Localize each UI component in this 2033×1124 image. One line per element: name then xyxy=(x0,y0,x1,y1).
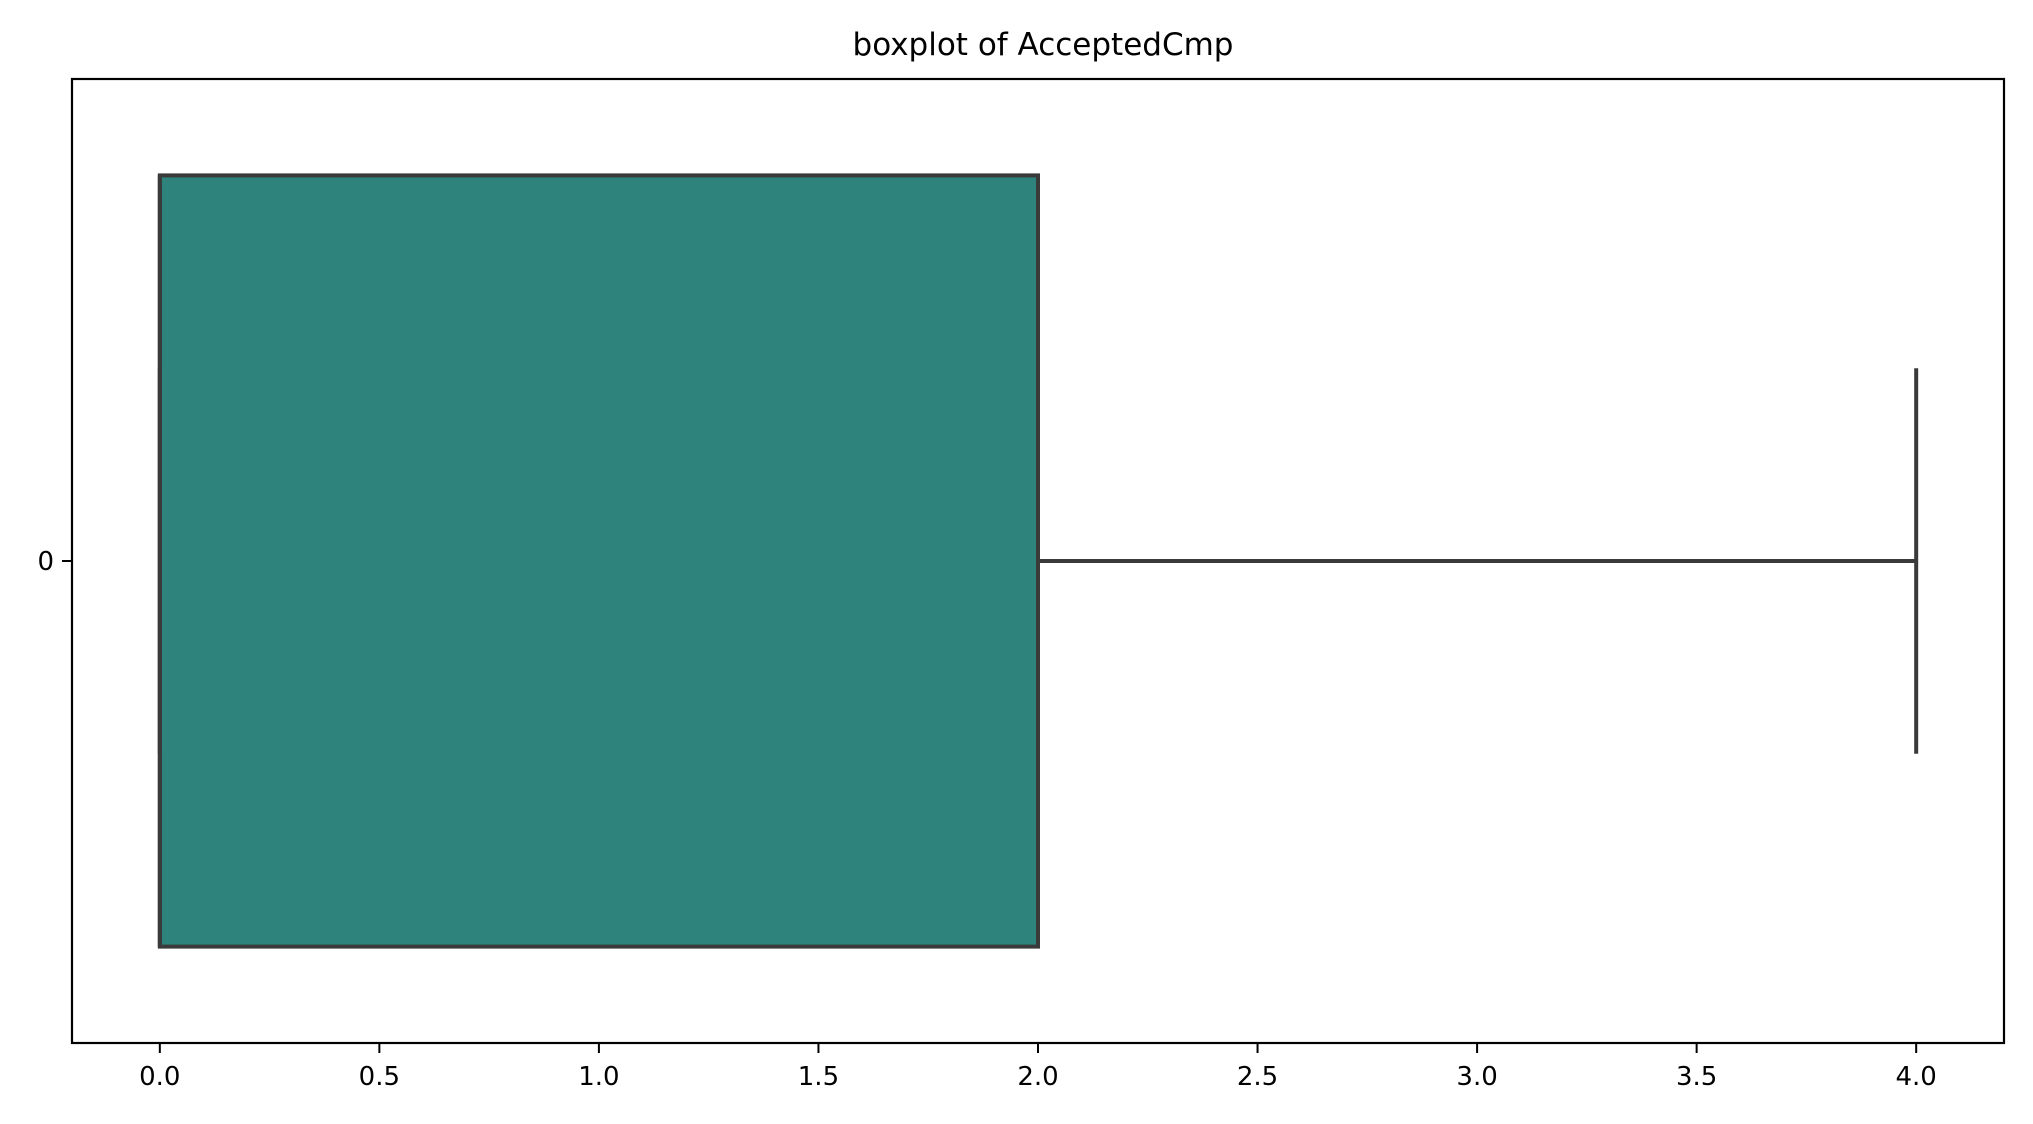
x-tick-label: 1.0 xyxy=(578,1062,619,1092)
x-tick-label: 1.5 xyxy=(798,1062,839,1092)
x-tick-label: 4.0 xyxy=(1896,1062,1937,1092)
y-axis: 0 xyxy=(37,547,72,577)
plot-area xyxy=(157,173,1919,949)
x-tick-label: 0.0 xyxy=(139,1062,180,1092)
x-tick-label: 2.5 xyxy=(1237,1062,1278,1092)
chart-title: boxplot of AcceptedCmp xyxy=(853,27,1234,63)
box-body xyxy=(157,173,1040,949)
x-tick-label: 0.5 xyxy=(359,1062,400,1092)
x-tick-label: 3.0 xyxy=(1456,1062,1497,1092)
y-tick-label: 0 xyxy=(37,547,54,577)
x-tick-label: 3.5 xyxy=(1676,1062,1717,1092)
x-tick-label: 2.0 xyxy=(1017,1062,1058,1092)
x-axis: 0.0 0.5 1.0 1.5 2.0 2.5 3.0 3.5 4.0 xyxy=(139,1043,1937,1092)
